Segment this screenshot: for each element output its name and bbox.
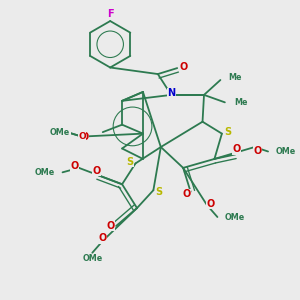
Text: S: S (126, 157, 133, 167)
Text: O: O (179, 61, 187, 72)
Text: O: O (78, 132, 86, 141)
Text: O: O (206, 199, 215, 208)
Text: OMe: OMe (52, 129, 70, 135)
Text: O: O (232, 144, 241, 154)
Text: O: O (254, 146, 262, 157)
Text: Me: Me (234, 98, 247, 107)
Text: N: N (167, 88, 175, 98)
Text: O: O (70, 161, 79, 171)
Text: Me: Me (228, 73, 241, 82)
Text: S: S (155, 187, 162, 197)
Text: OMe: OMe (82, 254, 103, 263)
Text: OMe: OMe (225, 212, 245, 221)
Text: S: S (224, 127, 231, 137)
Text: O: O (99, 233, 107, 244)
Text: OMe: OMe (50, 128, 70, 136)
Text: O: O (80, 132, 88, 142)
Text: OMe: OMe (35, 168, 55, 177)
Text: O: O (107, 221, 115, 231)
Text: O: O (182, 189, 190, 199)
Text: OMe: OMe (275, 147, 296, 156)
Text: F: F (107, 9, 113, 19)
Text: O: O (93, 166, 101, 176)
